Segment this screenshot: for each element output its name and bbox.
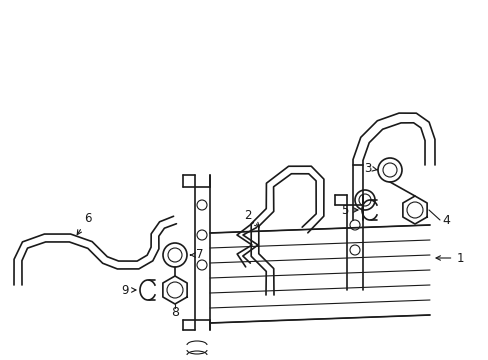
- Text: 5: 5: [341, 203, 357, 216]
- Text: 1: 1: [435, 252, 463, 265]
- Text: 6: 6: [77, 212, 92, 235]
- Text: 7: 7: [190, 248, 203, 261]
- Text: 9: 9: [121, 284, 136, 297]
- Text: 3: 3: [364, 162, 377, 175]
- Text: 2: 2: [244, 208, 259, 227]
- Text: 4: 4: [441, 213, 449, 226]
- Text: 8: 8: [171, 306, 179, 319]
